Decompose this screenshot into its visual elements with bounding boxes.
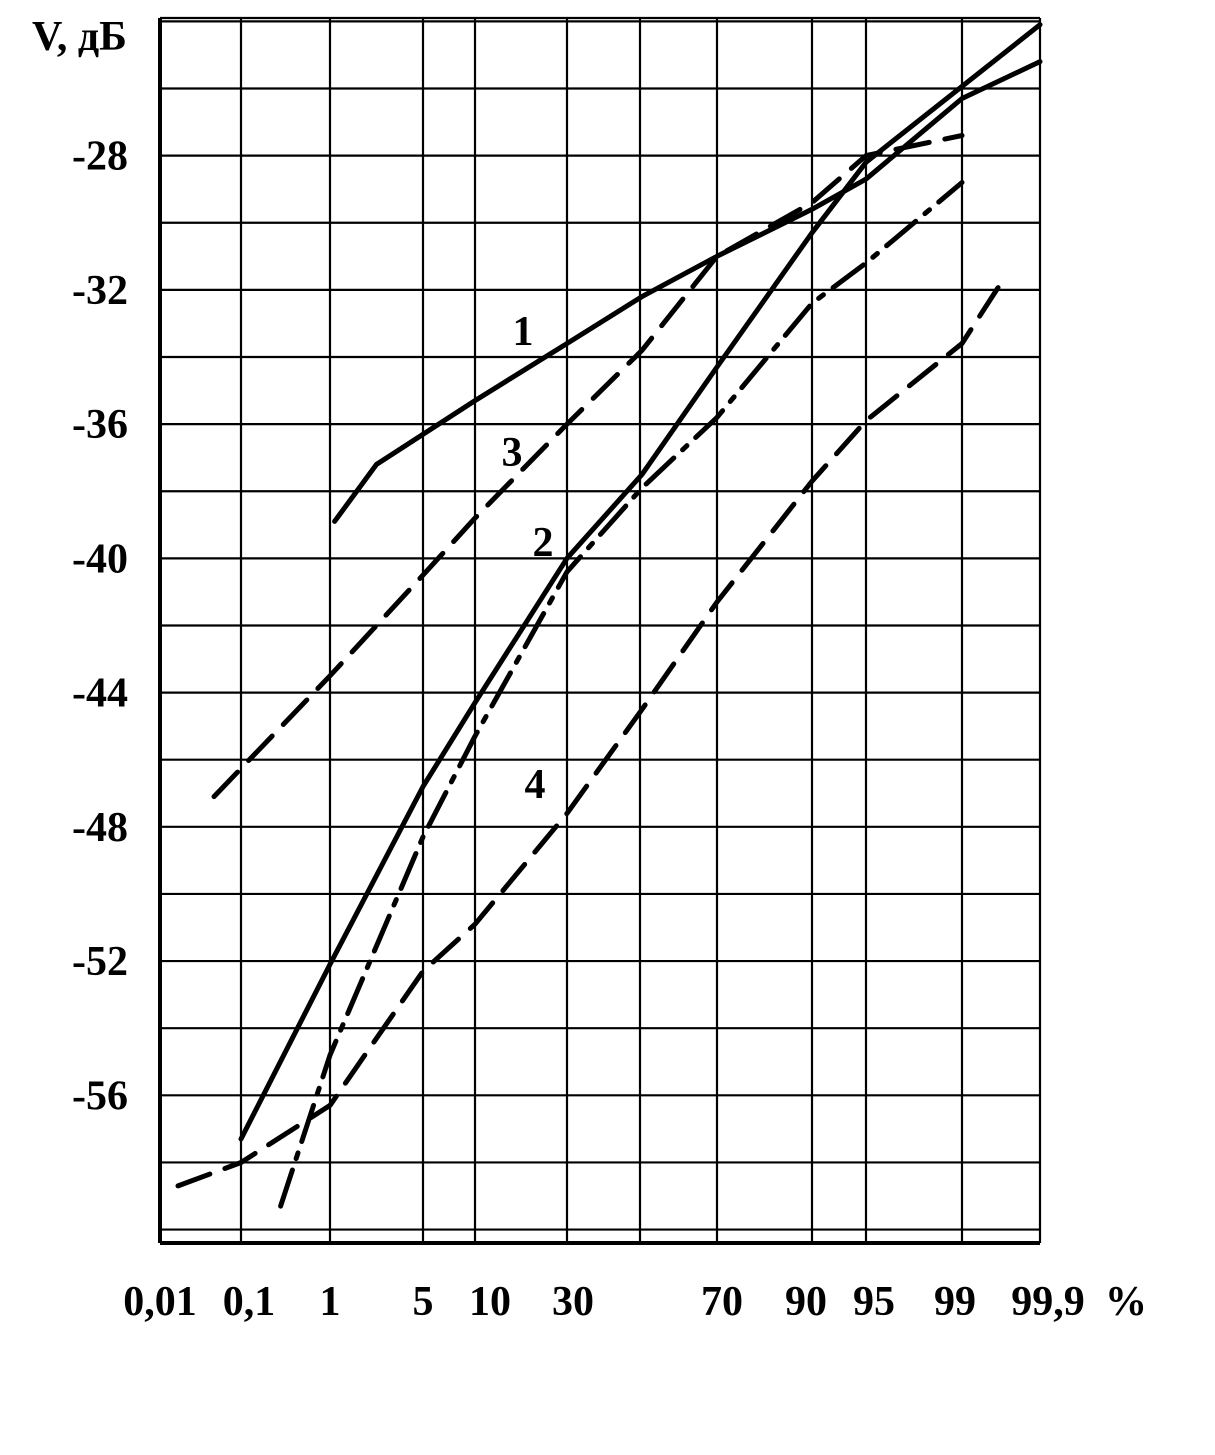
y-tick-label: -28 bbox=[72, 134, 128, 180]
curve-labels: 1 32 4 bbox=[502, 309, 554, 808]
x-tick-label: 99,9 bbox=[1011, 1279, 1085, 1325]
x-tick-label: 10 bbox=[469, 1279, 511, 1325]
x-tick-label: 90 bbox=[785, 1279, 827, 1325]
grid bbox=[160, 18, 1040, 1243]
y-tick-label: -56 bbox=[72, 1073, 128, 1119]
series-line-2 bbox=[238, 22, 1043, 1142]
curve-label-2: 2 bbox=[533, 520, 554, 566]
series-line-3 bbox=[211, 133, 965, 800]
series-line-dash-dot bbox=[278, 180, 965, 1209]
curve-label-1: 1 bbox=[513, 309, 534, 355]
x-axis-unit: % bbox=[1105, 1279, 1147, 1325]
y-tick-label: -52 bbox=[72, 939, 128, 985]
y-tick-label: -44 bbox=[72, 671, 128, 717]
x-tick-label: 30 bbox=[552, 1279, 594, 1325]
curve-label-3: 3 bbox=[502, 430, 523, 476]
y-tick-label: -36 bbox=[72, 402, 128, 448]
x-tick-label: 0,1 bbox=[223, 1279, 276, 1325]
x-tick-label: 0,01 bbox=[123, 1279, 197, 1325]
curve-label-4: 4 bbox=[525, 762, 546, 808]
y-axis-title: V, дБ bbox=[32, 14, 127, 60]
x-tick-label: 70 bbox=[701, 1279, 743, 1325]
series-line-4 bbox=[175, 273, 1008, 1189]
series-line-1 bbox=[332, 59, 1043, 524]
y-tick-label: -48 bbox=[72, 805, 128, 851]
x-tick-label: 95 bbox=[853, 1279, 895, 1325]
x-tick-label: 99 bbox=[934, 1279, 976, 1325]
y-tick-label: -32 bbox=[72, 268, 128, 314]
x-tick-labels: 0,01 0,1 1 5 10 30 70 90 95 99 99,9 bbox=[123, 1279, 1085, 1325]
x-tick-label: 5 bbox=[413, 1279, 434, 1325]
y-tick-labels: -28 -32 -36 -40 -44 -48 -52 -56 bbox=[72, 134, 128, 1120]
series-group bbox=[175, 22, 1043, 1209]
x-tick-label: 1 bbox=[320, 1279, 341, 1325]
y-tick-label: -40 bbox=[72, 536, 128, 582]
plot-frame bbox=[158, 16, 1042, 1245]
